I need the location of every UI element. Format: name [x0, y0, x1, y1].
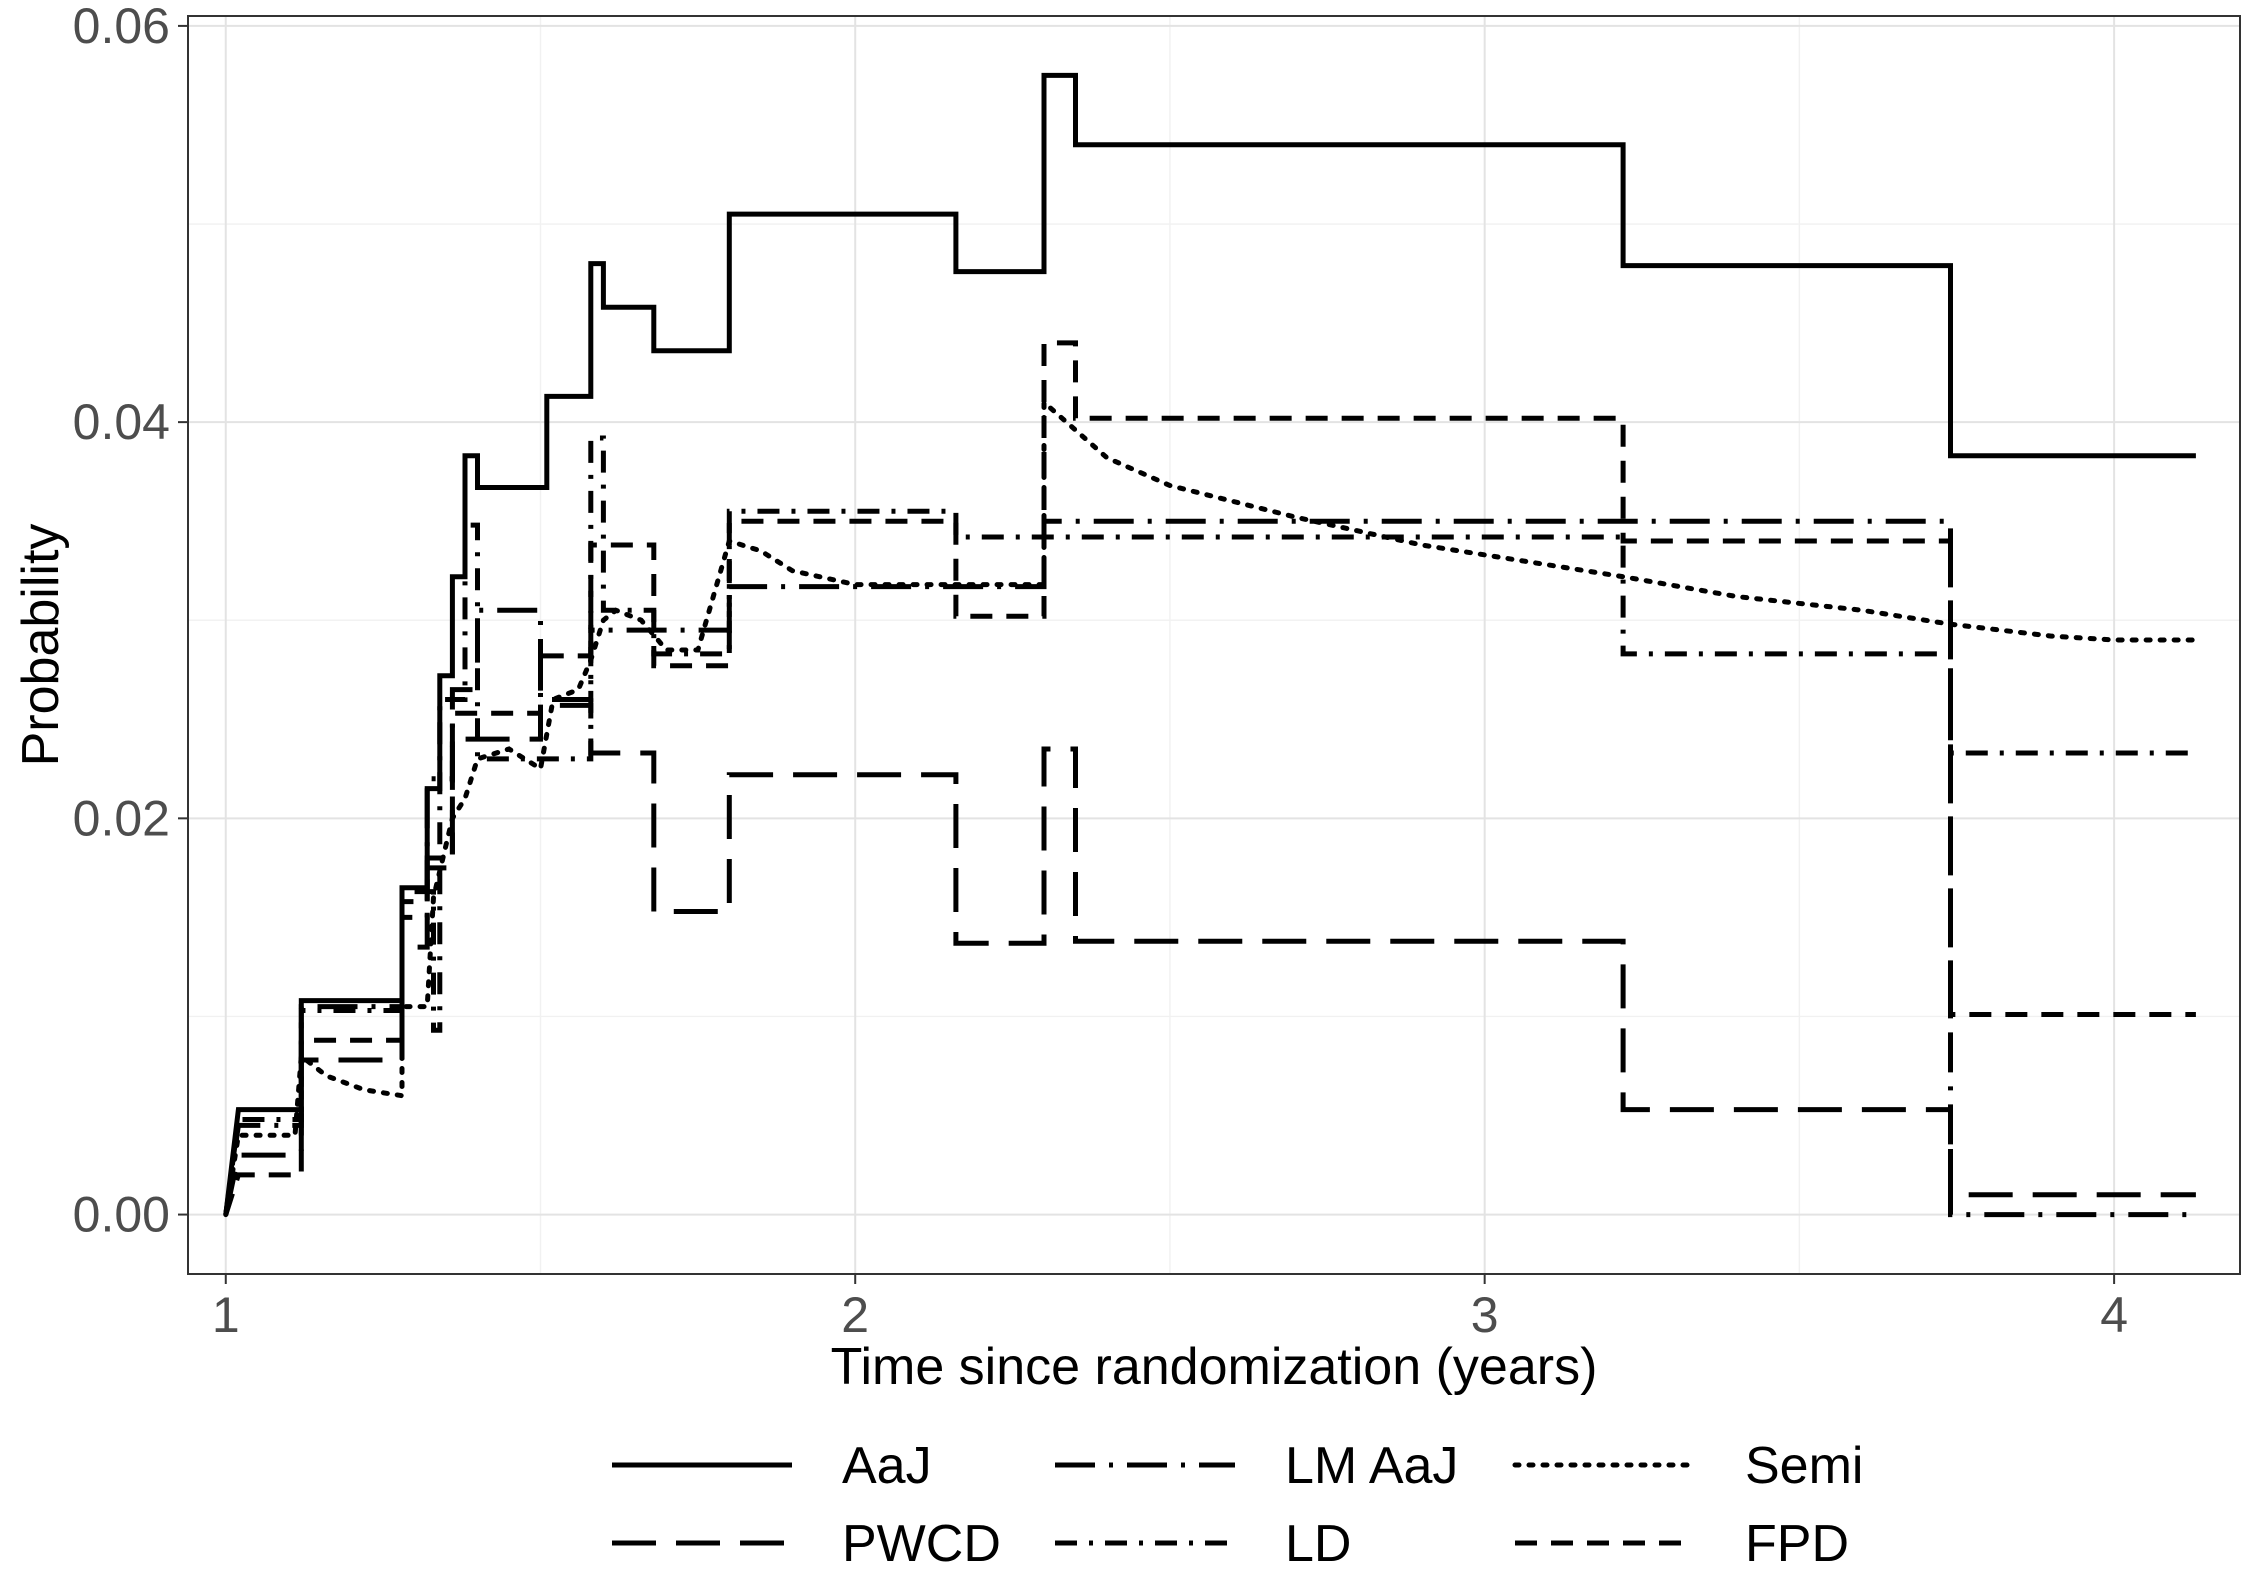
x-tick-label: 2	[841, 1287, 869, 1343]
series-line-fpd	[223, 340, 2196, 1216]
legend-label-semi: Semi	[1745, 1437, 1863, 1495]
plot-border	[187, 15, 2241, 1275]
legend-label-pwcd: PWCD	[842, 1515, 1001, 1573]
legend: AaJ LM AaJ Semi PWCD LD FPD	[612, 1437, 1863, 1573]
axis-ticks	[178, 24, 2116, 1284]
y-tick-label: 0.02	[73, 790, 170, 846]
axis-tick-labels: 1 2 3 4 0.00 0.02 0.04 0.06	[73, 0, 2128, 1343]
grid	[188, 16, 2240, 1274]
x-axis-title: Time since randomization (years)	[831, 1338, 1598, 1396]
x-tick-label: 4	[2100, 1287, 2128, 1343]
x-tick-label: 3	[1471, 1287, 1499, 1343]
x-tick-label: 1	[212, 1287, 240, 1343]
y-axis-title: Probability	[12, 524, 70, 767]
plot-panel	[188, 16, 2240, 1274]
y-tick-label: 0.06	[73, 0, 170, 54]
legend-label-fpd: FPD	[1745, 1515, 1849, 1573]
y-tick-label: 0.04	[73, 394, 170, 450]
legend-label-ld: LD	[1285, 1515, 1351, 1573]
y-tick-label: 0.00	[73, 1187, 170, 1243]
series-line-semi	[223, 396, 2199, 1218]
series-line-pwcd	[223, 702, 2196, 1216]
series-layer	[223, 72, 2199, 1218]
legend-label-lm-aaj: LM AaJ	[1285, 1437, 1458, 1495]
legend-label-aaj: AaJ	[842, 1437, 932, 1495]
